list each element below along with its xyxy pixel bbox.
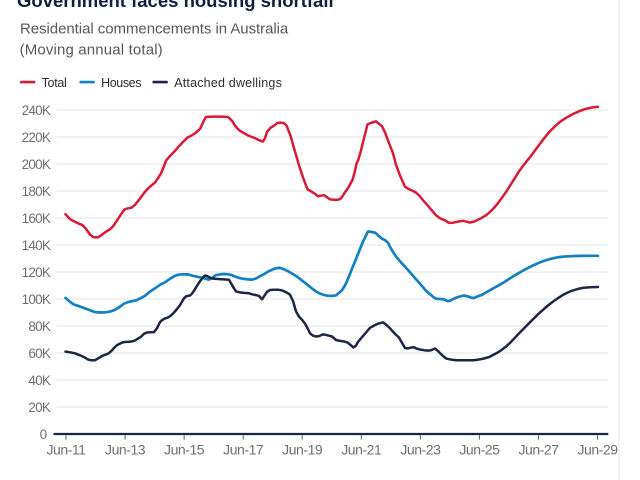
svg-text:Government faces housing short: Government faces housing shortfall bbox=[17, 0, 334, 11]
svg-text:20K: 20K bbox=[28, 400, 51, 415]
svg-text:Jun-15: Jun-15 bbox=[164, 442, 205, 458]
svg-text:40K: 40K bbox=[28, 373, 51, 388]
svg-text:(Moving annual total): (Moving annual total) bbox=[20, 41, 163, 58]
svg-text:Jun-21: Jun-21 bbox=[341, 442, 382, 458]
svg-text:140K: 140K bbox=[22, 238, 51, 253]
svg-text:Jun-25: Jun-25 bbox=[459, 442, 500, 458]
svg-text:120K: 120K bbox=[22, 265, 51, 280]
svg-text:80K: 80K bbox=[28, 319, 51, 334]
svg-text:Houses: Houses bbox=[101, 76, 141, 90]
svg-text:240K: 240K bbox=[22, 103, 51, 118]
svg-text:Residential commencements in A: Residential commencements in Australia bbox=[20, 20, 289, 37]
svg-text:Jun-17: Jun-17 bbox=[223, 442, 264, 458]
svg-text:Jun-11: Jun-11 bbox=[46, 442, 86, 458]
svg-text:60K: 60K bbox=[28, 346, 51, 361]
svg-text:160K: 160K bbox=[22, 211, 51, 226]
svg-text:Jun-27: Jun-27 bbox=[518, 442, 559, 458]
svg-text:Attached dwellings: Attached dwellings bbox=[174, 76, 282, 90]
svg-text:200K: 200K bbox=[22, 157, 51, 172]
svg-text:180K: 180K bbox=[22, 184, 51, 199]
svg-text:Jun-19: Jun-19 bbox=[282, 442, 323, 458]
svg-text:Jun-29: Jun-29 bbox=[577, 442, 618, 458]
svg-text:0: 0 bbox=[40, 427, 47, 442]
svg-text:Jun-13: Jun-13 bbox=[105, 442, 146, 458]
svg-text:Jun-23: Jun-23 bbox=[400, 442, 441, 458]
svg-text:Total: Total bbox=[42, 76, 67, 90]
svg-text:220K: 220K bbox=[22, 130, 51, 145]
svg-text:100K: 100K bbox=[22, 292, 51, 307]
